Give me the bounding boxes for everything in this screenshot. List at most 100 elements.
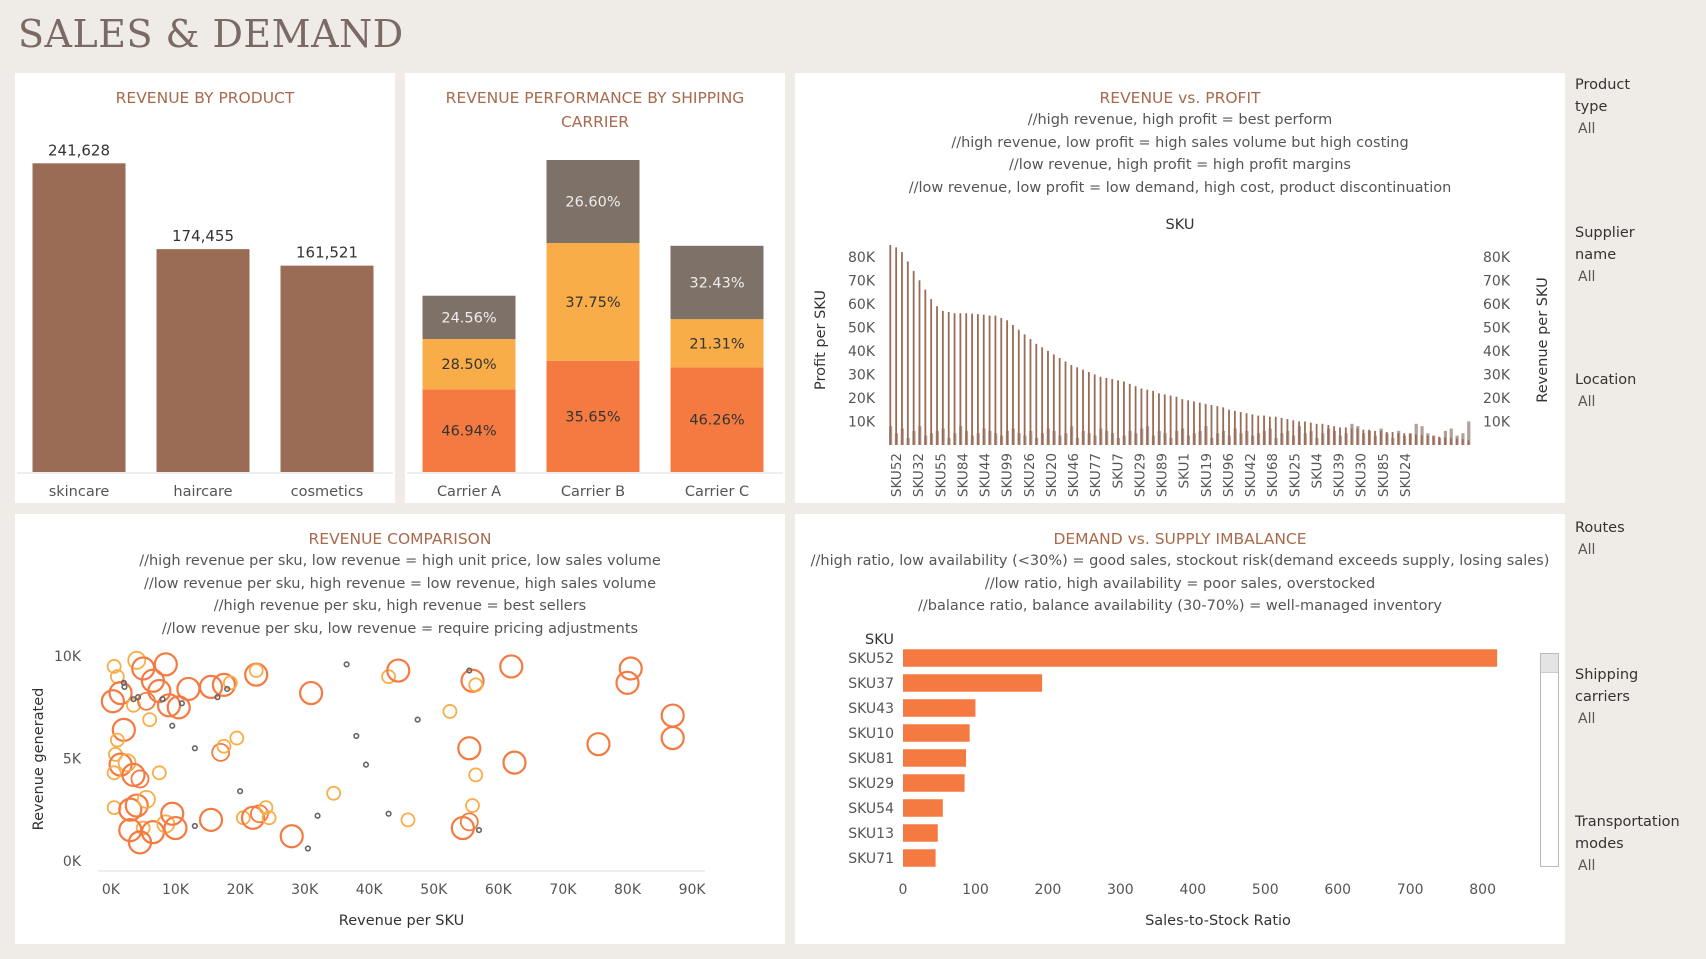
x-tick-label: SKU77	[1088, 453, 1104, 497]
scatter-point	[108, 680, 133, 706]
profit-bar	[1426, 435, 1429, 445]
profit-bar	[953, 313, 956, 445]
filter-shipping-carriers[interactable]: Shipping carriers All	[1575, 664, 1700, 730]
profit-bar	[1245, 413, 1248, 445]
profit-bar	[1280, 417, 1283, 445]
profit-bar	[1432, 436, 1435, 445]
x-tick-label: SKU85	[1376, 453, 1392, 497]
scatter-point	[468, 767, 484, 783]
filter-value[interactable]: All	[1578, 394, 1596, 410]
right-y-tick: 70K	[1483, 273, 1511, 289]
x-tick-label: SKU4	[1309, 453, 1325, 489]
scatter-point	[211, 672, 237, 697]
profit-bar	[1216, 406, 1219, 445]
segment-label: 35.65%	[565, 409, 620, 425]
profit-bar	[947, 312, 950, 445]
stack-segment	[546, 360, 640, 472]
x-tick-label: SKU20	[1044, 453, 1060, 497]
scrollbar-thumb[interactable]	[1541, 654, 1558, 673]
ratio-bar	[903, 824, 938, 842]
x-tick-label: 300	[1107, 882, 1134, 898]
x-tick-label: 700	[1397, 882, 1424, 898]
right-y-tick: 30K	[1483, 367, 1511, 383]
scatter-point	[127, 650, 147, 670]
product-bar	[280, 265, 374, 472]
right-y-tick: 20K	[1483, 391, 1511, 407]
scatter-point	[151, 765, 167, 781]
scatter-point	[216, 738, 232, 754]
scatter-point	[468, 677, 484, 693]
revenue-comparison-chart: 0K 10K 20K 30K 40K 50K 60K 70K 80K 90K 10K 5K 0K Reve…	[31, 649, 706, 929]
x-tick-label: SKU39	[1332, 453, 1348, 497]
sku-header: SKU	[865, 632, 894, 648]
y-tick-label: SKU13	[848, 826, 894, 842]
scatter-point	[178, 700, 186, 707]
revenue-bar	[1414, 423, 1418, 445]
x-tick-label: 70K	[549, 882, 577, 898]
profit-bar	[1374, 430, 1376, 445]
filter-label-line: carriers	[1575, 689, 1630, 705]
profit-bar	[1420, 435, 1423, 445]
filter-value[interactable]: All	[1578, 858, 1596, 874]
right-y-tick: 80K	[1483, 250, 1511, 266]
filter-value[interactable]: All	[1578, 269, 1596, 285]
scatter-point	[121, 683, 128, 691]
scatter-point	[353, 732, 360, 740]
filter-value[interactable]: All	[1578, 711, 1596, 727]
x-tick-label: haircare	[173, 484, 232, 500]
product-bar	[156, 249, 250, 472]
x-tick-label: SKU68	[1265, 453, 1281, 497]
filter-routes[interactable]: Routes All	[1575, 517, 1700, 561]
x-tick-label: 0K	[102, 882, 121, 898]
ratio-bar	[903, 724, 970, 742]
profit-bar	[1327, 425, 1330, 445]
profit-bar	[1321, 423, 1324, 445]
note-line-1: //high ratio, low availability (<30%) = …	[810, 553, 1550, 569]
profit-bar	[1438, 436, 1441, 445]
profit-bar	[1198, 402, 1201, 445]
filter-location[interactable]: Location All	[1575, 369, 1700, 413]
filter-label-line: Transportation	[1575, 814, 1680, 830]
profit-bar	[1397, 433, 1400, 445]
revenue-bar	[1449, 428, 1453, 445]
filter-value[interactable]: All	[1578, 121, 1596, 137]
x-tick-label: SKU84	[955, 453, 971, 497]
profit-bar	[1356, 428, 1359, 445]
scatter-point	[137, 790, 156, 809]
left-y-tick: 50K	[848, 320, 876, 336]
stack-segment	[670, 367, 764, 472]
filter-transportation-modes[interactable]: Transportation modes All	[1575, 811, 1700, 877]
filter-value[interactable]: All	[1578, 542, 1596, 558]
scatter-point	[222, 675, 238, 691]
x-tick-label: SKU96	[1221, 453, 1237, 497]
x-tick-label: SKU42	[1243, 453, 1259, 497]
profit-bar	[1233, 410, 1236, 445]
scatter-point	[381, 669, 396, 685]
scatter-point	[343, 661, 350, 668]
demand-supply-panel: DEMAND vs. SUPPLY IMBALANCE //high ratio…	[795, 514, 1565, 944]
scatter-point	[457, 736, 482, 761]
scatter-point	[258, 800, 274, 815]
profit-bar	[1052, 354, 1055, 445]
profit-bar	[1093, 374, 1096, 445]
scatter-point	[465, 798, 480, 813]
profit-bar	[1403, 433, 1406, 445]
scatter-point	[660, 725, 685, 751]
left-y-tick: 10K	[848, 414, 876, 430]
y-axis-title: Revenue generated	[31, 688, 47, 831]
panel-title: REVENUE COMPARISON	[308, 530, 492, 548]
profit-bar	[1228, 409, 1230, 445]
scrollbar[interactable]	[1540, 653, 1559, 867]
profit-bar	[936, 306, 938, 445]
x-tick-label: SKU19	[1199, 453, 1215, 497]
filter-product-type[interactable]: Product type All	[1575, 74, 1700, 140]
profit-bar	[959, 313, 962, 445]
stack-segment	[546, 242, 640, 361]
scatter-point	[142, 712, 158, 728]
x-tick-label: SKU44	[978, 453, 994, 497]
filter-supplier-name[interactable]: Supplier name All	[1575, 222, 1700, 288]
note-line-2: //low ratio, high availability = poor sa…	[984, 576, 1376, 592]
panel-title: DEMAND vs. SUPPLY IMBALANCE	[1053, 530, 1307, 548]
profit-bar	[912, 270, 915, 445]
y-tick-label: 5K	[63, 752, 82, 768]
